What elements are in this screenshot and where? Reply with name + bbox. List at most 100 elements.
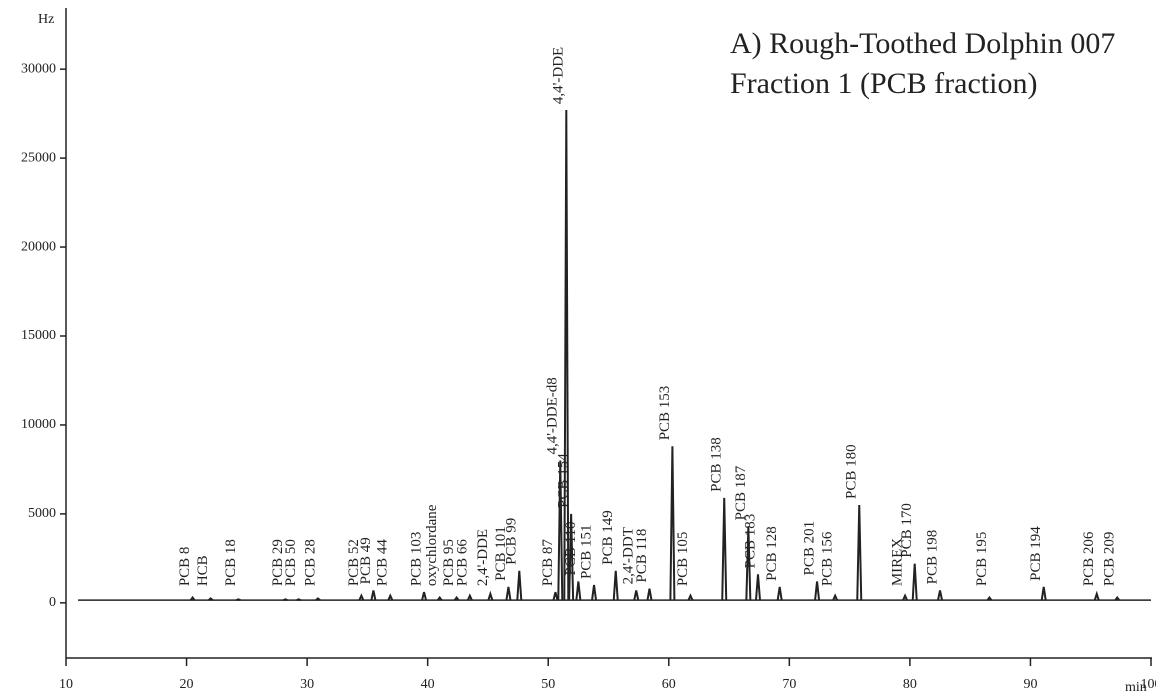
peak — [283, 598, 288, 602]
peak-label: PCB 87 — [540, 539, 556, 587]
peak — [814, 581, 821, 601]
chart-title: A) Rough-Toothed Dolphin 007 — [730, 27, 1115, 60]
peak — [575, 581, 582, 601]
y-tick-label: 25000 — [21, 150, 56, 165]
peak — [687, 593, 694, 601]
peak-label: PCB 44 — [375, 539, 391, 587]
peak-label: PCB 138 — [709, 437, 725, 492]
x-tick-label: 80 — [903, 677, 917, 692]
peak — [911, 563, 918, 601]
peak-label: PCB 156 — [820, 531, 836, 586]
y-tick-label: 5000 — [28, 506, 56, 521]
peak-label: PCB 201 — [801, 521, 817, 576]
peak-label: PCB 105 — [675, 532, 691, 587]
peak-label: PCB 170 — [899, 503, 915, 558]
peak — [189, 595, 196, 601]
peak-label: PCB 8 — [177, 547, 193, 587]
peak-label: PCB 118 — [634, 529, 650, 583]
peak-label: 2,4'-DDE — [475, 529, 491, 586]
peak-label: 4,4'-DDE — [551, 47, 567, 104]
peak-label: PCB 153 — [657, 386, 673, 441]
peak — [516, 570, 523, 601]
peak-label: PCB 50 — [283, 539, 299, 586]
peak — [466, 593, 473, 601]
peak-label: PCB 66 — [454, 539, 470, 587]
y-tick-label: 30000 — [21, 61, 56, 76]
peak-label: PCB 49 — [358, 537, 374, 584]
peak — [563, 110, 570, 601]
peak — [370, 590, 377, 601]
peak-label: PCB 209 — [1102, 532, 1118, 587]
peak-label: PCB 110 — [563, 521, 579, 575]
x-tick-label: 90 — [1023, 677, 1037, 692]
peak — [296, 598, 302, 602]
peak — [721, 497, 728, 601]
peak — [902, 593, 908, 601]
peak — [387, 593, 394, 601]
x-tick-label: 70 — [782, 677, 796, 692]
peak-label: PCB 198 — [924, 530, 940, 585]
peak — [552, 591, 559, 601]
x-tick-label: 30 — [300, 677, 314, 692]
peak-label: PCB 128 — [764, 526, 780, 581]
peak — [776, 586, 783, 601]
y-tick-label: 0 — [49, 595, 56, 610]
peak-label: PCB 206 — [1081, 531, 1097, 586]
x-tick-label: 20 — [180, 677, 194, 692]
chart-subtitle: Fraction 1 (PCB fraction) — [730, 67, 1037, 100]
peak — [557, 460, 564, 601]
peak-label: PCB 154 — [556, 453, 572, 508]
peak — [505, 586, 512, 601]
y-tick-label: 10000 — [21, 417, 56, 432]
peak-label: HCB — [195, 555, 211, 586]
peak-label: MIREX — [890, 538, 906, 587]
x-tick-label: 100 — [1141, 677, 1156, 692]
peak — [669, 446, 676, 601]
peak-label: PCB 101 — [493, 526, 509, 581]
peak-label: 4,4'-DDE-d8 — [545, 377, 561, 454]
peak — [937, 590, 944, 601]
x-tick-label: 60 — [662, 677, 676, 692]
peak-label: PCB 99 — [504, 518, 520, 565]
peak-label: PCB 151 — [578, 524, 594, 579]
peak — [754, 574, 761, 601]
peak — [633, 590, 640, 601]
peak-label: PCB 29 — [270, 539, 286, 586]
y-axis-label: Hz — [38, 12, 54, 27]
peak — [591, 584, 598, 601]
y-tick-label: 15000 — [21, 328, 56, 343]
peak — [315, 597, 321, 601]
peak-label: PCB 183 — [742, 514, 758, 569]
peak — [856, 504, 863, 601]
peak — [1093, 590, 1100, 601]
peak — [453, 595, 460, 601]
peak — [986, 595, 993, 601]
peak-label: 2,4'-DDT — [621, 527, 637, 584]
peak — [1114, 595, 1121, 601]
peak — [568, 513, 575, 601]
peak-label: PCB 103 — [408, 532, 424, 587]
peak — [832, 593, 839, 601]
peak — [358, 593, 365, 601]
x-tick-label: 50 — [541, 677, 555, 692]
peak — [421, 591, 428, 601]
peak-label: PCB 195 — [974, 532, 990, 587]
peak — [436, 595, 443, 601]
peak — [612, 570, 619, 601]
peak — [235, 598, 241, 602]
x-axis-label: min — [1125, 680, 1147, 695]
peak-label: PCB 187 — [733, 465, 749, 520]
peak-label: PCB 194 — [1028, 526, 1044, 581]
x-tick-label: 10 — [59, 677, 73, 692]
y-tick-label: 20000 — [21, 239, 56, 254]
peak-label: PCB 28 — [302, 539, 318, 586]
peak-label: PCB 149 — [600, 510, 616, 565]
peak — [487, 590, 494, 601]
peak — [1040, 586, 1047, 601]
peak-label: PCB 18 — [223, 539, 239, 586]
peak — [745, 526, 752, 601]
peak-label: PCB 95 — [441, 539, 457, 586]
peak — [646, 588, 653, 601]
